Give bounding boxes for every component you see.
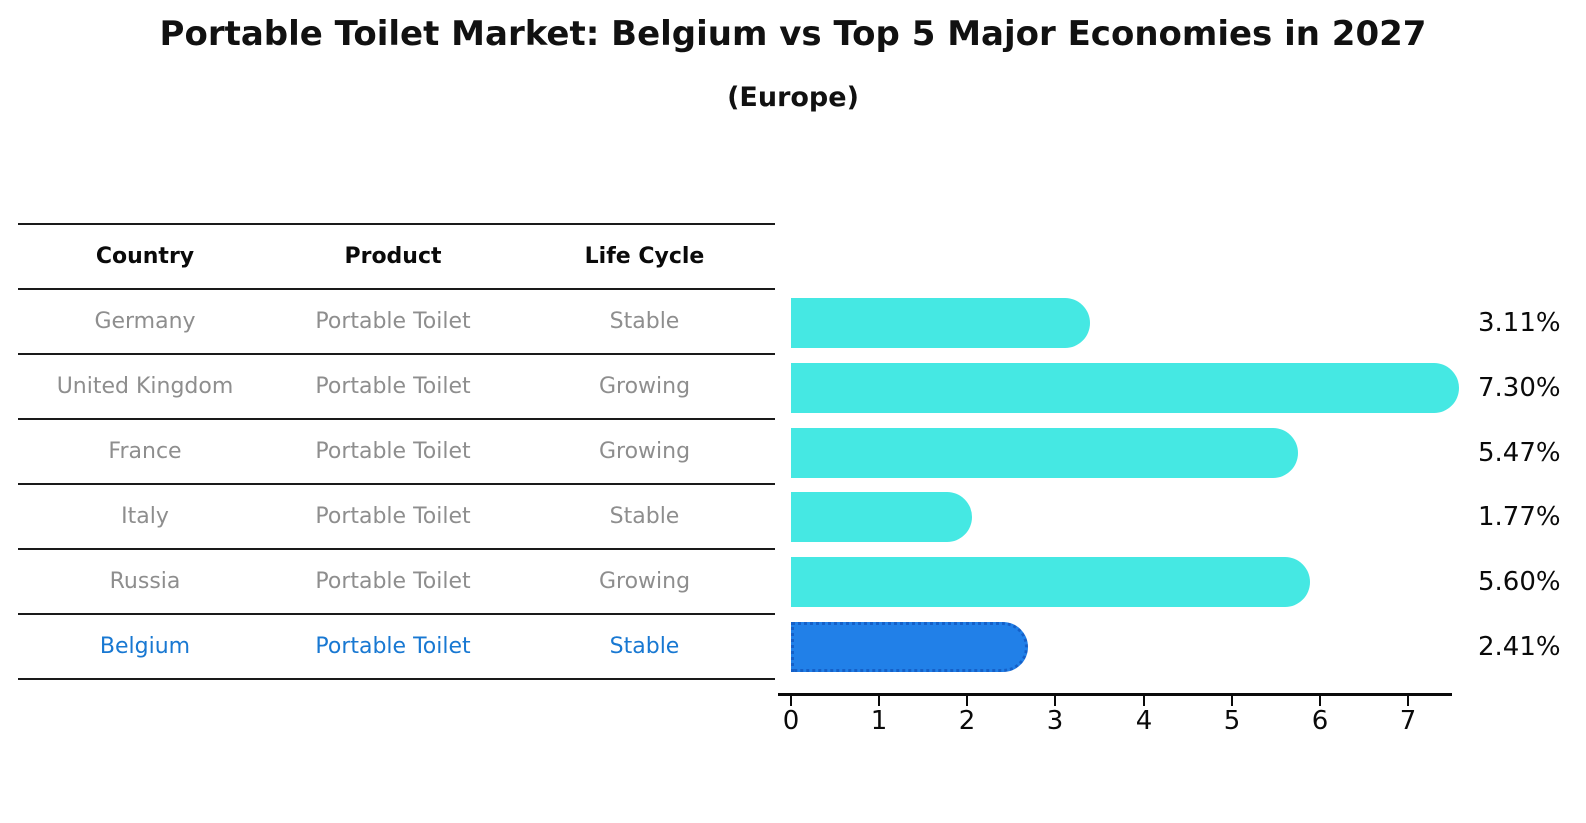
bar-belgium <box>791 622 1028 672</box>
cell-product: Portable Toilet <box>315 504 471 529</box>
cell-lifecycle: Stable <box>609 504 680 529</box>
table-row-germany: Germany Portable Toilet Stable <box>18 290 775 355</box>
bar-germany <box>791 298 1090 348</box>
table-header-row: Country Product Life Cycle <box>18 225 775 290</box>
value-label-belgium: 2.41% <box>1478 632 1561 662</box>
cell-lifecycle: Growing <box>598 439 691 464</box>
x-tick-label: 6 <box>1311 706 1329 736</box>
chart-subtitle: (Europe) <box>727 82 859 113</box>
cell-product: Portable Toilet <box>315 374 471 399</box>
cell-country: Russia <box>109 569 181 594</box>
x-tick-label: 3 <box>1046 706 1064 736</box>
x-tick-label: 1 <box>870 706 888 736</box>
value-label-italy: 1.77% <box>1478 502 1561 532</box>
table-row-united-kingdom: United Kingdom Portable Toilet Growing <box>18 355 775 420</box>
x-tick-label: 4 <box>1135 706 1153 736</box>
cell-product: Portable Toilet <box>315 309 471 334</box>
header-lifecycle: Life Cycle <box>584 244 705 269</box>
value-label-france: 5.47% <box>1478 438 1561 468</box>
x-tick-label: 5 <box>1223 706 1241 736</box>
value-label-germany: 3.11% <box>1478 308 1561 338</box>
header-country: Country <box>95 244 195 269</box>
value-label-russia: 5.60% <box>1478 567 1561 597</box>
cell-lifecycle: Stable <box>609 309 680 334</box>
table-row-italy: Italy Portable Toilet Stable <box>18 485 775 550</box>
cell-lifecycle: Growing <box>598 374 691 399</box>
tick-mark <box>1407 694 1409 706</box>
value-label-united-kingdom: 7.30% <box>1478 373 1561 403</box>
bar-united-kingdom <box>791 363 1459 413</box>
header-product: Product <box>344 244 442 269</box>
cell-country: Italy <box>121 504 169 529</box>
bar-italy <box>791 492 972 542</box>
table-row-belgium: Belgium Portable Toilet Stable <box>18 615 775 680</box>
tick-mark <box>1319 694 1321 706</box>
tick-mark <box>1054 694 1056 706</box>
x-tick-label: 0 <box>782 706 800 736</box>
tick-mark <box>790 694 792 706</box>
cell-product: Portable Toilet <box>315 439 471 464</box>
cell-lifecycle: Stable <box>609 634 680 659</box>
x-axis-line <box>778 693 1452 696</box>
cell-product: Portable Toilet <box>315 634 471 659</box>
country-table: Country Product Life Cycle Germany Porta… <box>18 223 775 680</box>
cell-country: Belgium <box>99 634 191 659</box>
cell-country: Germany <box>94 309 196 334</box>
tick-mark <box>966 694 968 706</box>
tick-mark <box>1143 694 1145 706</box>
x-tick-label: 7 <box>1399 706 1417 736</box>
cell-country: France <box>108 439 182 464</box>
table-row-russia: Russia Portable Toilet Growing <box>18 550 775 615</box>
bar-france <box>791 428 1298 478</box>
table-row-france: France Portable Toilet Growing <box>18 420 775 485</box>
chart-title: Portable Toilet Market: Belgium vs Top 5… <box>159 14 1427 54</box>
tick-mark <box>878 694 880 706</box>
bar-russia <box>791 557 1310 607</box>
tick-mark <box>1231 694 1233 706</box>
cell-country: United Kingdom <box>56 374 234 399</box>
cell-product: Portable Toilet <box>315 569 471 594</box>
x-tick-label: 2 <box>958 706 976 736</box>
cell-lifecycle: Growing <box>598 569 691 594</box>
